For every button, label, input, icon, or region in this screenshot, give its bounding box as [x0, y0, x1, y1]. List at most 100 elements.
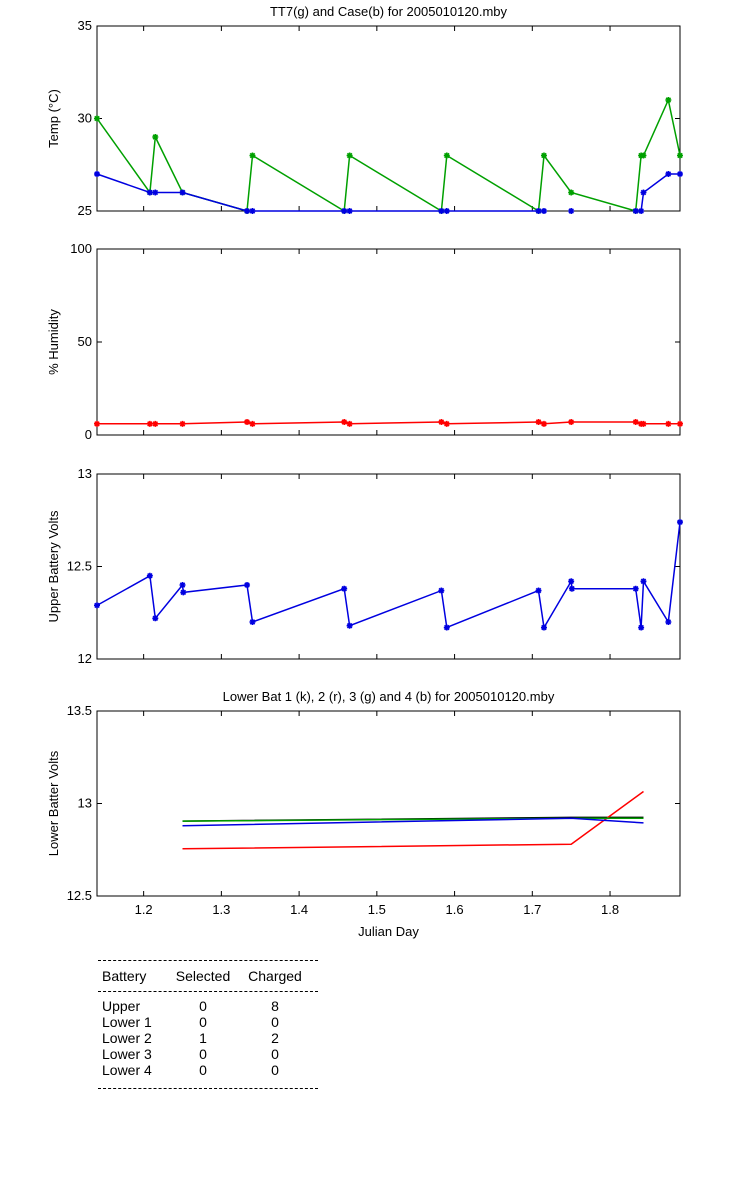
chart-title: Lower Bat 1 (k), 2 (r), 3 (g) and 4 (b) …: [223, 689, 555, 704]
data-point: [249, 208, 256, 214]
plot-frame-2: [96, 248, 681, 436]
selected-value: 1: [199, 1030, 207, 1046]
charged-value: 8: [271, 998, 279, 1014]
charged-value: 0: [271, 1046, 279, 1062]
selected-value: 0: [199, 998, 207, 1014]
data-point: [249, 420, 256, 427]
y-tick-label: 50: [78, 334, 92, 349]
data-point: [341, 418, 348, 425]
battery-summary-table: Battery Selected Charged Upper 0 8 Lower…: [98, 960, 318, 1089]
data-point: [677, 420, 683, 427]
data-point: [94, 602, 100, 609]
series-line-lower-2: [182, 790, 644, 850]
data-point: [665, 619, 672, 625]
data-point: [632, 208, 639, 214]
battery-name: Lower 4: [102, 1062, 152, 1078]
y-tick-label: 0: [85, 427, 92, 442]
table-header-rule: [98, 991, 318, 992]
data-point: [146, 420, 153, 427]
x-tick-label: 1.5: [368, 902, 386, 917]
data-point: [640, 152, 647, 159]
data-point: [244, 582, 251, 588]
data-point: [638, 624, 645, 631]
data-point: [438, 587, 445, 594]
data-point: [665, 97, 672, 103]
y-tick-label: 100: [70, 241, 92, 256]
y-tick-label: 12.5: [67, 888, 92, 903]
data-point: [341, 208, 348, 214]
selected-value: 0: [199, 1046, 207, 1062]
data-point: [665, 171, 672, 177]
data-point: [443, 624, 450, 631]
data-point: [152, 420, 159, 427]
x-axis-label: Julian Day: [358, 924, 419, 939]
data-point: [180, 589, 187, 596]
data-point: [677, 152, 683, 159]
y-tick-label: 13.5: [67, 703, 92, 718]
battery-name: Upper: [102, 998, 141, 1014]
data-point: [540, 208, 547, 214]
data-point: [443, 208, 450, 214]
plot-frame-1: [96, 25, 681, 212]
data-point: [535, 587, 542, 594]
data-point: [443, 420, 450, 427]
data-point: [179, 582, 186, 588]
y-tick-label: 30: [78, 111, 92, 126]
plot-frame-3: [96, 473, 681, 660]
y-tick-label: 13: [78, 796, 92, 811]
data-point: [152, 189, 159, 196]
header-charged: Charged: [248, 968, 302, 984]
data-point: [249, 619, 256, 625]
data-point: [540, 624, 547, 631]
y-axis-label: Temp (°C): [46, 89, 61, 148]
table-row: Lower 4 0 0: [98, 1062, 318, 1078]
data-point: [179, 420, 186, 427]
y-tick-label: 13: [78, 466, 92, 481]
data-point: [568, 578, 575, 585]
battery-name: Lower 3: [102, 1046, 152, 1062]
x-tick-label: 1.3: [212, 902, 230, 917]
data-point: [438, 418, 445, 425]
series-line-upper: [96, 522, 681, 630]
y-tick-label: 12.5: [67, 559, 92, 574]
data-point: [540, 152, 547, 159]
data-point: [568, 189, 575, 196]
data-point: [152, 134, 159, 140]
data-point: [146, 572, 153, 579]
data-point: [638, 208, 645, 214]
data-point: [146, 189, 153, 196]
x-tick-label: 1.4: [290, 902, 308, 917]
x-tick-label: 1.8: [601, 902, 619, 917]
charged-value: 0: [271, 1014, 279, 1030]
x-tick-label: 1.2: [135, 902, 153, 917]
data-point: [568, 208, 575, 214]
data-point: [346, 152, 353, 159]
data-point: [94, 171, 100, 177]
data-point: [94, 115, 100, 122]
data-point: [535, 208, 542, 214]
data-point: [665, 420, 672, 427]
table-row: Lower 1 0 0: [98, 1014, 318, 1030]
y-axis-label: Upper Battery Volts: [46, 510, 61, 622]
data-point: [568, 585, 575, 592]
data-point: [535, 418, 542, 425]
data-point: [341, 585, 348, 592]
y-tick-label: 12: [78, 651, 92, 666]
data-point: [152, 615, 159, 622]
chart-title: TT7(g) and Case(b) for 2005010120.mby: [270, 4, 508, 19]
y-tick-label: 35: [78, 18, 92, 33]
data-point: [640, 420, 647, 427]
table-row: Lower 3 0 0: [98, 1046, 318, 1062]
data-point: [346, 208, 353, 214]
data-point: [244, 208, 251, 214]
header-battery: Battery: [102, 968, 147, 984]
data-point: [632, 418, 639, 425]
data-point: [677, 171, 683, 177]
x-tick-label: 1.6: [446, 902, 464, 917]
data-point: [244, 418, 251, 425]
table-row: Upper 0 8: [98, 998, 318, 1014]
y-axis-label: Lower Batter Volts: [46, 750, 61, 856]
table-body: Upper 0 8 Lower 1 0 0 Lower 2 1 2 Lower …: [98, 992, 318, 1088]
table-row: Lower 2 1 2: [98, 1030, 318, 1046]
x-tick-label: 1.7: [523, 902, 541, 917]
